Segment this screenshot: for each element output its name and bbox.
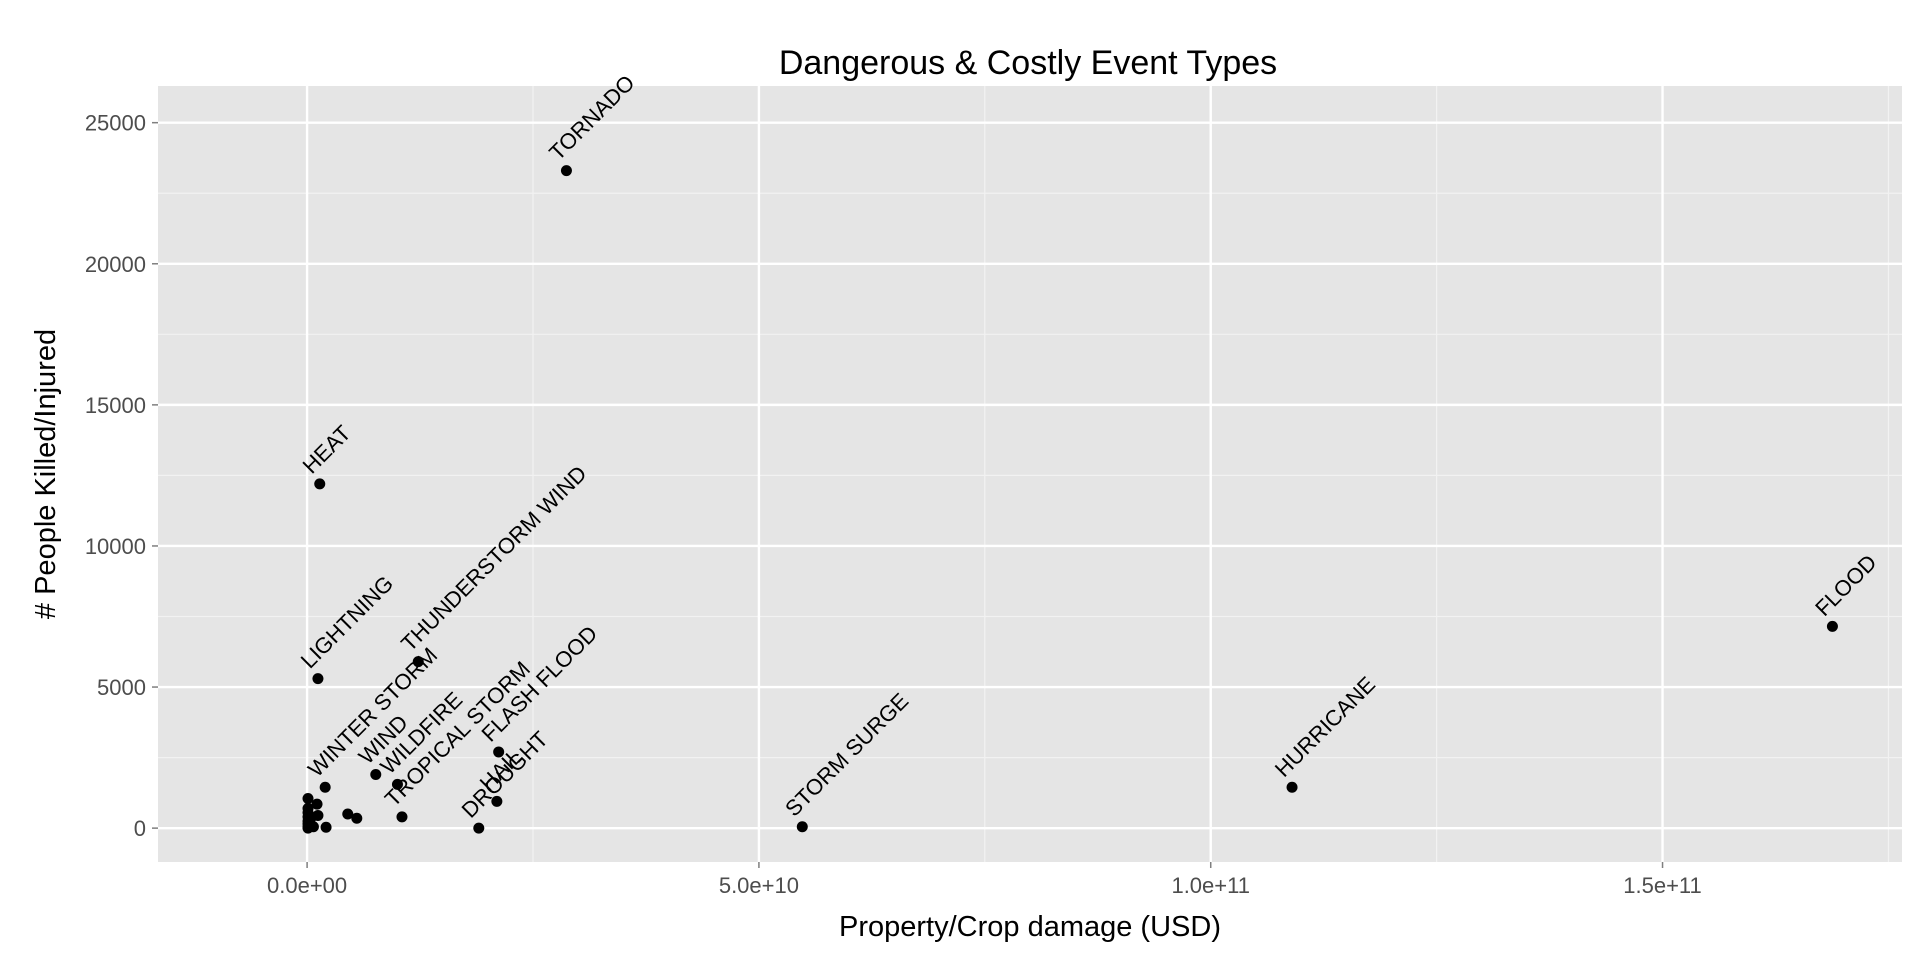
data-point — [320, 821, 332, 833]
data-point — [491, 795, 503, 807]
x-axis-ticks: 0.0e+00 5.0e+10 1.0e+11 1.5e+11 — [267, 862, 1702, 898]
data-point — [302, 793, 314, 805]
data-point — [1286, 781, 1298, 793]
y-axis-ticks: 0 5000 10000 15000 20000 25000 — [85, 111, 158, 841]
y-tick-label: 15000 — [85, 393, 146, 418]
y-axis-title: # People Killed/Injured — [30, 329, 62, 619]
data-point — [314, 478, 326, 490]
data-point — [370, 769, 382, 781]
y-tick-label: 5000 — [97, 675, 146, 700]
x-tick-label: 1.5e+11 — [1623, 873, 1702, 898]
data-point — [396, 811, 408, 823]
x-tick-label: 0.0e+00 — [267, 873, 347, 898]
data-point — [351, 812, 363, 824]
data-point — [412, 656, 424, 668]
data-point — [312, 809, 324, 821]
data-point — [307, 821, 319, 833]
x-tick-label: 5.0e+10 — [719, 873, 799, 898]
y-tick-label: 10000 — [85, 534, 146, 559]
data-point — [319, 781, 331, 793]
data-point — [796, 821, 808, 833]
data-point — [1826, 620, 1838, 632]
y-tick-label: 0 — [134, 816, 146, 841]
data-point — [312, 673, 324, 685]
data-point — [391, 778, 403, 790]
data-point — [560, 165, 572, 177]
x-tick-label: 1.0e+11 — [1171, 873, 1250, 898]
data-point — [473, 822, 485, 834]
data-point — [342, 808, 354, 820]
data-points — [302, 165, 1838, 834]
data-point — [311, 798, 323, 810]
plot-panel — [158, 86, 1902, 862]
minor-gridlines — [158, 86, 1902, 862]
x-axis-title: Property/Crop damage (USD) — [839, 911, 1221, 943]
major-gridlines — [158, 86, 1902, 862]
chart-title: Dangerous & Costly Event Types — [779, 44, 1277, 82]
y-tick-label: 20000 — [85, 252, 146, 277]
y-tick-label: 25000 — [85, 111, 146, 136]
data-point — [493, 746, 505, 758]
